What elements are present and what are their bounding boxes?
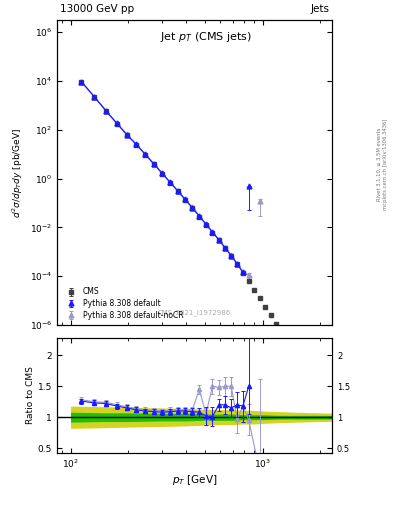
Text: Jets: Jets: [310, 5, 329, 14]
Text: Rivet 3.1.10, ≥ 3.5M events: Rivet 3.1.10, ≥ 3.5M events: [377, 127, 382, 201]
Text: Jet $p_T$ (CMS jets): Jet $p_T$ (CMS jets): [160, 30, 252, 44]
Y-axis label: Ratio to CMS: Ratio to CMS: [26, 367, 35, 424]
Text: CMS_2021_I1972986: CMS_2021_I1972986: [158, 309, 231, 316]
Y-axis label: $d^{2}\sigma/dp_T dy$ [pb/GeV]: $d^{2}\sigma/dp_T dy$ [pb/GeV]: [11, 127, 26, 218]
Text: mcplots.cern.ch [arXiv:1306.3436]: mcplots.cern.ch [arXiv:1306.3436]: [383, 118, 387, 209]
X-axis label: $p_T$ [GeV]: $p_T$ [GeV]: [172, 473, 217, 487]
Legend: CMS, Pythia 8.308 default, Pythia 8.308 default-noCR: CMS, Pythia 8.308 default, Pythia 8.308 …: [61, 286, 185, 322]
Text: 13000 GeV pp: 13000 GeV pp: [60, 5, 134, 14]
